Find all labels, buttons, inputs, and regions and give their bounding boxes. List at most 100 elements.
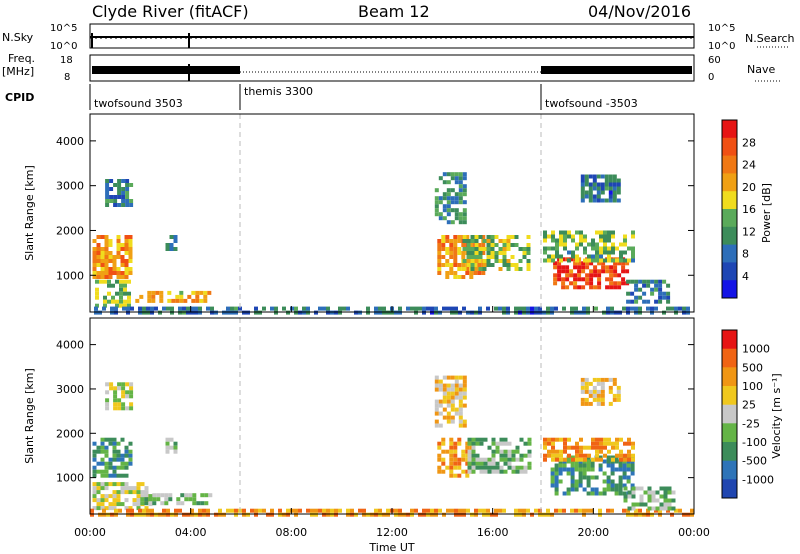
scatter-cell: [483, 469, 488, 474]
scatter-cell: [474, 267, 479, 271]
x-tick-label: 08:00: [275, 526, 307, 539]
scatter-cell: [490, 235, 495, 239]
scatter-cell: [466, 310, 470, 315]
scatter-cell: [474, 243, 479, 247]
colorbar-tick-label: -100: [742, 436, 767, 449]
scatter-cell: [591, 254, 595, 259]
scatter-cell: [595, 258, 599, 263]
scatter-cell: [580, 381, 585, 386]
scatter-cell: [592, 377, 597, 382]
colorbar-swatch: [722, 404, 737, 424]
scatter-cell: [598, 455, 603, 460]
scatter-cell: [386, 508, 390, 513]
scatter-cell: [567, 234, 571, 239]
scatter-cell: [457, 247, 462, 251]
scatter-cell: [326, 306, 330, 311]
scatter-cell: [486, 255, 491, 259]
scatter-cell: [631, 258, 635, 263]
scatter-cell: [607, 254, 611, 259]
scatter-cell: [547, 234, 551, 239]
scatter-cell: [453, 473, 458, 478]
scatter-cell: [156, 497, 161, 502]
scatter-cell: [558, 479, 563, 484]
scatter-cell: [146, 512, 150, 517]
scatter-cell: [616, 393, 621, 398]
scatter-cell: [176, 497, 181, 502]
scatter-cell: [483, 437, 488, 442]
scatter-cell: [113, 402, 118, 407]
scatter-cell: [144, 486, 149, 491]
scatter-cell: [495, 465, 500, 470]
scatter-cell: [579, 437, 583, 442]
scatter-cell: [441, 461, 446, 466]
scatter-cell: [465, 461, 470, 466]
scatter-cell: [370, 512, 374, 517]
scatter-cell: [116, 449, 121, 454]
scatter-cell: [144, 497, 149, 502]
scatter-cell: [618, 310, 622, 315]
scatter-cell: [199, 290, 204, 295]
time-x-axis-label: Time UT: [368, 541, 414, 554]
scatter-cell: [124, 271, 129, 275]
scatter-cell: [580, 401, 585, 406]
scatter-cell: [494, 512, 498, 517]
scatter-cell: [604, 377, 609, 382]
scatter-cell: [446, 172, 451, 177]
scatter-cell: [546, 310, 550, 315]
scatter-cell: [634, 306, 638, 311]
scatter-cell: [242, 512, 246, 517]
scatter-cell: [586, 491, 591, 496]
scatter-cell: [446, 204, 451, 209]
scatter-cell: [606, 479, 611, 484]
scatter-cell: [647, 490, 652, 495]
scatter-cell: [526, 310, 530, 315]
scatter-cell: [498, 251, 503, 255]
scatter-cell: [607, 258, 611, 263]
scatter-cell: [518, 247, 523, 251]
scatter-cell: [191, 290, 196, 295]
scatter-cell: [461, 243, 466, 247]
colorbar-tick-label: 16: [742, 203, 756, 216]
scatter-cell: [458, 188, 463, 193]
scatter-cell: [458, 391, 463, 396]
scatter-cell: [113, 183, 118, 187]
scatter-cell: [123, 299, 127, 304]
x-tick-label: 16:00: [477, 526, 509, 539]
scatter-cell: [446, 220, 451, 225]
scatter-cell: [555, 437, 559, 442]
scatter-cell: [585, 261, 590, 266]
scatter-cell: [609, 277, 614, 282]
scatter-cell: [450, 419, 455, 424]
scatter-cell: [594, 487, 599, 492]
scatter-cell: [121, 195, 126, 199]
scatter-cell: [550, 475, 555, 480]
scatter-cell: [462, 259, 467, 263]
scatter-cell: [655, 498, 660, 503]
scatter-cell: [96, 275, 101, 279]
scatter-cell: [507, 441, 512, 446]
scatter-cell: [481, 271, 486, 275]
scatter-cell: [491, 437, 496, 442]
scatter-cell: [218, 512, 222, 517]
scatter-cell: [502, 263, 507, 267]
scatter-cell: [615, 445, 619, 450]
scatter-cell: [326, 512, 330, 517]
scatter-cell: [616, 198, 621, 203]
scatter-cell: [507, 453, 512, 458]
scatter-cell: [587, 242, 591, 247]
scatter-cell: [92, 498, 97, 503]
scatter-cell: [563, 246, 567, 251]
scatter-cell: [631, 441, 635, 446]
scatter-cell: [92, 506, 97, 511]
scatter-cell: [128, 457, 133, 462]
scatter-cell: [490, 251, 495, 255]
scatter-cell: [186, 512, 190, 517]
scatter-cell: [103, 299, 107, 304]
scatter-cell: [595, 445, 599, 450]
freq-tick-bottom: 8: [64, 72, 70, 83]
scatter-cell: [167, 298, 172, 303]
scatter-cell: [478, 235, 483, 239]
velocity-colorbar-label: Velocity [m s⁻¹]: [770, 373, 783, 458]
scatter-cell: [575, 453, 579, 458]
scatter-cell: [434, 212, 439, 217]
